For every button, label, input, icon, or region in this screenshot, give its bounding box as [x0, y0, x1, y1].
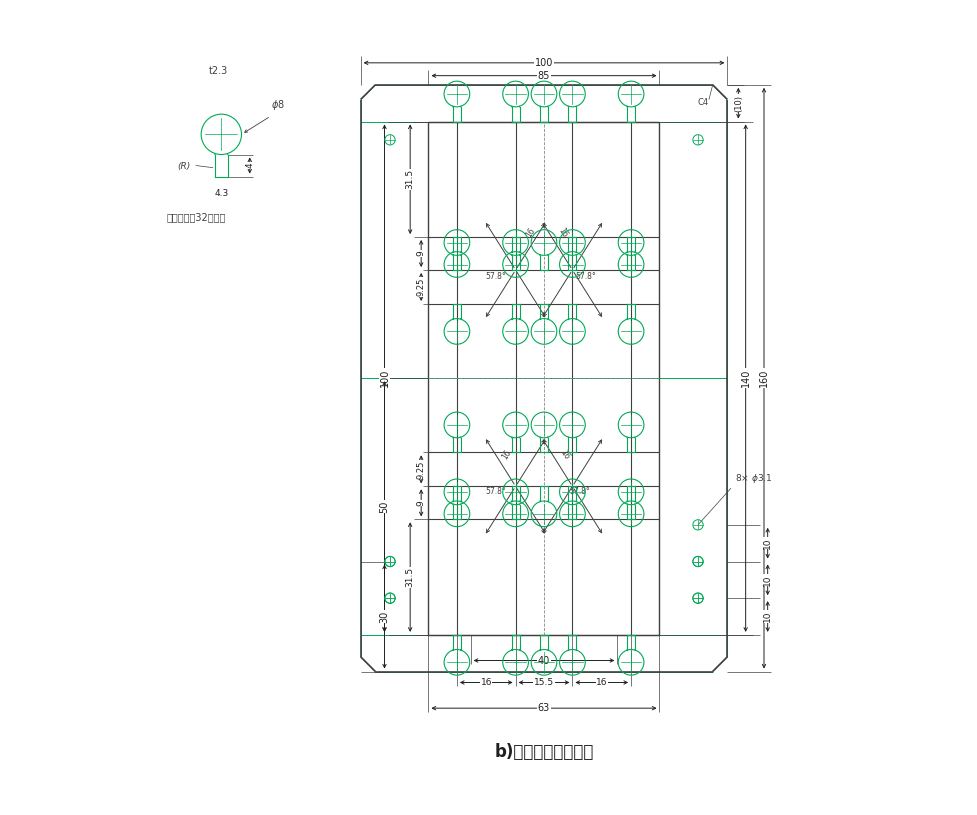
- Text: 100: 100: [534, 58, 553, 68]
- Text: 8× $\phi$3.1: 8× $\phi$3.1: [734, 472, 772, 485]
- Text: 10: 10: [762, 537, 772, 549]
- Text: 16: 16: [556, 226, 569, 239]
- Text: C4: C4: [698, 98, 708, 107]
- Text: 10: 10: [762, 610, 772, 622]
- Text: 50: 50: [379, 500, 389, 513]
- Text: 31.5: 31.5: [405, 567, 414, 587]
- Text: 57.8°: 57.8°: [485, 487, 505, 496]
- Text: 9.25: 9.25: [416, 278, 425, 296]
- Text: (10): (10): [733, 95, 743, 112]
- Text: $\phi$8: $\phi$8: [271, 99, 284, 112]
- Text: 160: 160: [758, 369, 768, 387]
- Text: 16: 16: [595, 678, 607, 687]
- Text: 16: 16: [558, 448, 571, 460]
- Text: 63: 63: [537, 703, 549, 713]
- Text: 31.5: 31.5: [405, 170, 414, 189]
- Text: 16: 16: [480, 678, 491, 687]
- Text: ダルマ穴（32か所）: ダルマ穴（32か所）: [166, 213, 226, 222]
- Text: 57.8°: 57.8°: [485, 272, 505, 281]
- Text: 100: 100: [379, 369, 389, 387]
- Text: 4: 4: [245, 163, 254, 169]
- Text: 9.25: 9.25: [416, 460, 425, 478]
- Text: (R): (R): [177, 162, 191, 171]
- Text: t2.3: t2.3: [208, 66, 228, 76]
- Text: 9: 9: [416, 251, 425, 257]
- Text: 57.8°: 57.8°: [574, 272, 595, 281]
- Text: 30: 30: [379, 610, 389, 623]
- Text: 140: 140: [740, 369, 750, 387]
- Text: 57.8°: 57.8°: [569, 487, 590, 496]
- Text: 40: 40: [537, 655, 549, 666]
- Text: 15.5: 15.5: [533, 678, 554, 687]
- Text: 16: 16: [499, 448, 512, 460]
- Text: 85: 85: [537, 71, 550, 81]
- Text: 4.3: 4.3: [214, 188, 229, 197]
- Text: 16: 16: [524, 226, 536, 239]
- Text: b)　ベース板の図面: b) ベース板の図面: [493, 743, 593, 761]
- Text: 9: 9: [416, 500, 425, 506]
- Text: 10: 10: [762, 574, 772, 586]
